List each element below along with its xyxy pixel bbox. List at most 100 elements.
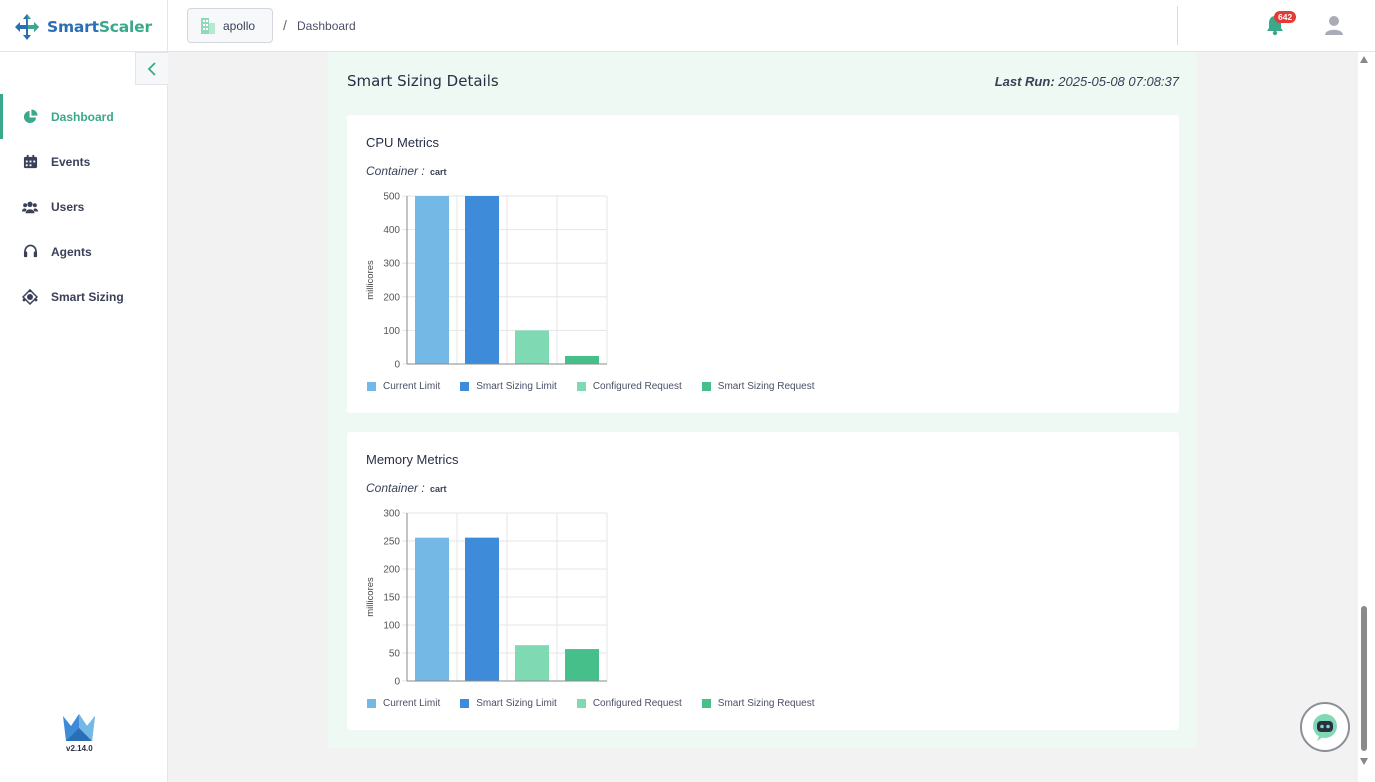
chatbot-icon: [1313, 714, 1337, 741]
sidebar-item-agents[interactable]: Agents: [0, 229, 167, 274]
notification-badge: 642: [1274, 11, 1297, 23]
bar-smart-sizing-request: [565, 355, 599, 364]
headset-icon: [22, 244, 38, 260]
app-version: v2.14.0: [66, 744, 93, 753]
scrollbar-thumb[interactable]: [1361, 606, 1367, 751]
bar-current-limit: [415, 537, 449, 681]
sidebar-item-smart-sizing[interactable]: Smart Sizing: [0, 274, 167, 319]
y-tick-label: 200: [383, 292, 400, 303]
breadcrumb-separator: /: [283, 17, 287, 33]
app-name: SmartScaler: [47, 18, 152, 36]
container-label: Container :: [366, 481, 425, 495]
memory-bar-chart: 0 50 100 150 200 250 300 millicores: [365, 509, 608, 688]
sidebar-item-label: Dashboard: [51, 109, 114, 124]
header-divider-right: [1177, 6, 1178, 45]
card-title: Memory Metrics: [366, 452, 459, 467]
card-title: CPU Metrics: [366, 135, 439, 150]
sidebar-item-events[interactable]: Events: [0, 139, 167, 184]
sidebar-item-label: Smart Sizing: [51, 289, 124, 304]
container-value: cart: [430, 167, 447, 177]
legend-label: Smart Sizing Limit: [476, 381, 557, 392]
scroll-up-arrow-icon[interactable]: [1360, 56, 1368, 63]
legend-item[interactable]: Smart Sizing Request: [701, 381, 815, 392]
y-tick-label: 250: [383, 537, 400, 548]
bar-current-limit: [415, 196, 449, 364]
container-info: Container : cart: [366, 481, 447, 495]
pie-chart-icon: [22, 109, 38, 125]
top-header: SmartScaler apollo / Dashboard 642: [0, 0, 1375, 52]
legend-label: Current Limit: [383, 698, 441, 709]
legend-label: Configured Request: [592, 698, 682, 709]
sidebar-item-label: Agents: [51, 244, 92, 259]
sidebar-nav: Dashboard Events Users Agents Smart Sizi…: [0, 94, 167, 319]
container-value: cart: [430, 484, 447, 494]
y-tick-label: 150: [383, 593, 400, 604]
last-run: Last Run: 2025-05-08 07:08:37: [995, 74, 1179, 89]
legend-label: Smart Sizing Request: [717, 698, 815, 709]
legend-item[interactable]: Configured Request: [576, 381, 682, 392]
legend-item[interactable]: Configured Request: [576, 698, 682, 709]
legend-swatch: [701, 699, 711, 708]
collapse-sidebar-button[interactable]: [135, 52, 168, 85]
bar-configured-request: [515, 645, 549, 681]
y-axis-label: millicores: [365, 260, 376, 300]
chart-legend: Current Limit Smart Sizing Limit Configure…: [367, 381, 835, 392]
y-tick-label: 300: [383, 259, 400, 270]
users-icon: [22, 199, 38, 215]
scrollbar-track[interactable]: [1358, 52, 1375, 782]
legend-swatch: [701, 382, 711, 391]
sidebar-item-label: Events: [51, 154, 91, 169]
legend-swatch: [460, 382, 470, 391]
y-tick-label: 500: [383, 192, 400, 203]
container-label: Container :: [366, 164, 425, 178]
y-tick-label: 50: [389, 649, 401, 660]
bar-smart-sizing-limit: [465, 537, 499, 681]
sidebar-item-label: Users: [51, 199, 85, 214]
cpu-bar-chart: 0 100 200 300 400 500 millicores: [365, 192, 608, 371]
legend-item[interactable]: Current Limit: [367, 698, 440, 709]
scroll-down-arrow-icon[interactable]: [1360, 758, 1368, 765]
bar-smart-sizing-limit: [465, 196, 499, 364]
user-avatar-icon[interactable]: [1323, 14, 1345, 36]
sidebar: [0, 52, 168, 782]
app-logo[interactable]: SmartScaler: [12, 12, 152, 42]
breadcrumb-current: Dashboard: [297, 19, 356, 33]
legend-label: Smart Sizing Limit: [476, 698, 557, 709]
chat-assistant-button[interactable]: [1300, 702, 1350, 752]
y-axis-label: millicores: [365, 577, 376, 617]
y-tick-label: 0: [394, 360, 400, 371]
cpu-metrics-card: CPU Metrics Container : cart 0 100 200 300 4…: [347, 115, 1179, 413]
page-title: Smart Sizing Details: [347, 72, 499, 90]
legend-swatch: [367, 699, 376, 708]
legend-swatch: [460, 699, 470, 708]
last-run-label: Last Run:: [994, 74, 1055, 89]
legend-label: Current Limit: [383, 381, 441, 392]
sidebar-item-dashboard[interactable]: Dashboard: [0, 94, 167, 139]
bar-smart-sizing-request: [565, 649, 599, 681]
y-tick-label: 100: [383, 326, 400, 337]
sidebar-item-users[interactable]: Users: [0, 184, 167, 229]
legend-item[interactable]: Smart Sizing Request: [701, 698, 815, 709]
building-icon: [201, 17, 215, 34]
header-divider: [167, 0, 168, 52]
legend-item[interactable]: Smart Sizing Limit: [460, 698, 557, 709]
bar-configured-request: [515, 330, 549, 364]
brand-crown-icon: [63, 714, 95, 741]
y-tick-label: 400: [383, 225, 400, 236]
legend-swatch: [576, 382, 586, 391]
legend-swatch: [367, 382, 376, 391]
y-tick-label: 0: [394, 677, 400, 688]
legend-label: Configured Request: [592, 381, 682, 392]
memory-metrics-card: Memory Metrics Container : cart 0 50 100 15…: [347, 432, 1179, 730]
y-tick-label: 300: [383, 509, 400, 520]
y-tick-label: 100: [383, 621, 400, 632]
calendar-icon: [22, 154, 38, 170]
y-tick-label: 200: [383, 565, 400, 576]
workspace-button[interactable]: apollo: [187, 8, 273, 43]
legend-item[interactable]: Current Limit: [367, 381, 440, 392]
legend-item[interactable]: Smart Sizing Limit: [460, 381, 557, 392]
chart-legend: Current Limit Smart Sizing Limit Configure…: [367, 698, 835, 709]
legend-swatch: [576, 699, 586, 708]
container-info: Container : cart: [366, 164, 447, 178]
last-run-value: 2025-05-08 07:08:37: [1058, 74, 1179, 89]
